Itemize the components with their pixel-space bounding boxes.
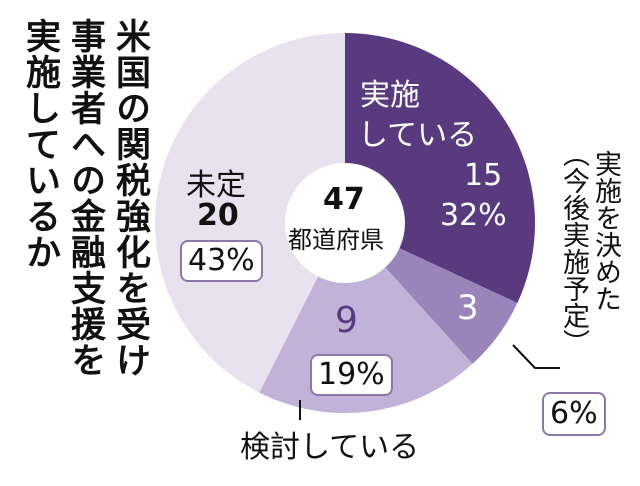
slice-count-implementing: 15 (464, 158, 503, 193)
slice-count-decided: 3 (457, 288, 479, 328)
leader-line-decided (512, 344, 560, 369)
slice-label-considering: 検討している (240, 430, 420, 465)
slice-label-decided-2: （今後実施予定） (558, 140, 589, 356)
slice-label-decided-1: 実施を決めた (590, 150, 621, 312)
slice-percent-considering: 19% (310, 354, 393, 396)
center-hole (285, 163, 405, 283)
slice-count-undecided: 20 (197, 198, 239, 233)
slice-percent-decided: 6% (542, 392, 606, 436)
headline-line2: 事業者への金融支援を (65, 18, 105, 378)
slice-percent-implementing: 32% (440, 198, 507, 233)
slice-percent-undecided: 43% (180, 240, 263, 282)
center-number: 47 (323, 182, 365, 217)
slice-label-implementing-2: している (358, 118, 478, 153)
headline-line3: 実施しているか (20, 18, 60, 270)
slice-label-implementing-1: 実施 (360, 78, 420, 113)
slice-count-considering: 9 (335, 300, 358, 341)
slice-label-undecided: 未定 (186, 168, 246, 203)
headline-line1: 米国の関税強化を受け (110, 18, 150, 378)
slice-undecided (155, 33, 345, 393)
center-unit: 都道府県 (288, 226, 384, 254)
